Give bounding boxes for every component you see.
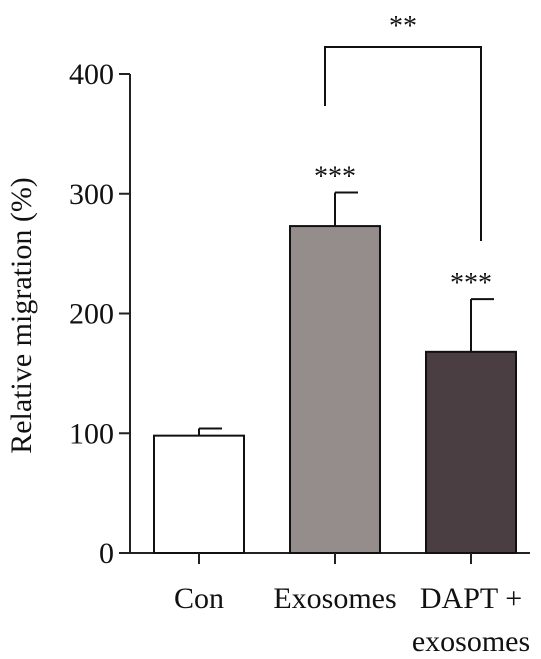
- significance-bracket: **: [324, 11, 482, 241]
- x-tick-label: Exosomes: [273, 582, 396, 615]
- bracket-line: [324, 46, 482, 241]
- x-tick-label: Con: [174, 582, 224, 615]
- x-tick-label: DAPT +: [420, 582, 522, 615]
- bars: *** ***: [153, 162, 517, 555]
- y-tick-label: 300: [69, 178, 114, 211]
- bar: [153, 434, 245, 554]
- x-tick-label: exosomes: [412, 625, 530, 658]
- y-tick-label: 400: [69, 58, 114, 91]
- y-tick-label: 100: [69, 417, 114, 450]
- significance-label: ***: [314, 162, 356, 193]
- y-axis-label: Relative migration (%): [5, 177, 38, 454]
- y-tick-label: 200: [69, 298, 114, 331]
- bracket-significance-label: **: [389, 11, 417, 42]
- bar: [425, 350, 517, 554]
- bar: [289, 225, 381, 555]
- x-tick-labels: Con Exosomes DAPT + exosomes: [174, 553, 530, 658]
- y-tick-label: 0: [99, 537, 114, 570]
- y-axis: 0 100 200 300 400: [69, 58, 131, 570]
- significance-label: ***: [450, 268, 492, 299]
